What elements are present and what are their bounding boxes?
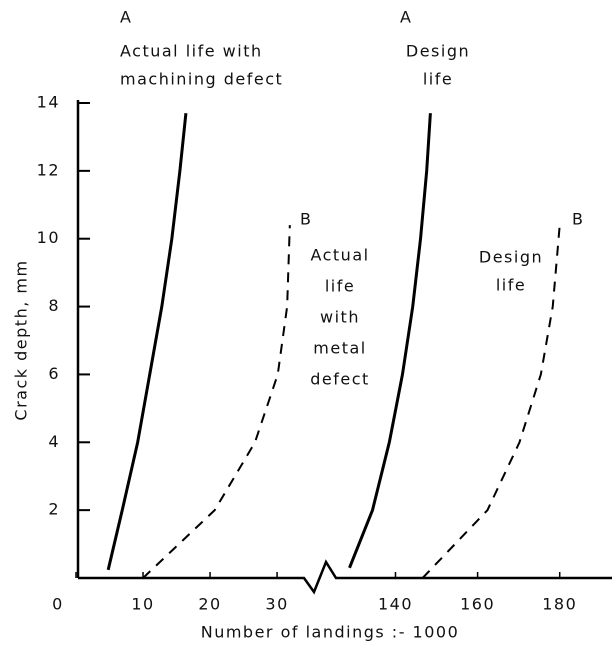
y-tick-label: 14 bbox=[37, 93, 60, 112]
annotation: metal bbox=[313, 339, 366, 358]
y-tick-label: 6 bbox=[48, 364, 60, 383]
annotation: Design bbox=[406, 42, 470, 61]
annotation: Actual life with bbox=[120, 42, 263, 61]
annotation: life bbox=[496, 276, 526, 295]
x-tick-label: 20 bbox=[198, 595, 221, 614]
annotation: with bbox=[320, 308, 360, 327]
annotation: life bbox=[423, 70, 453, 89]
crack-curve bbox=[421, 225, 561, 579]
x-tick-label: 10 bbox=[131, 595, 154, 614]
x-tick-label: 180 bbox=[542, 595, 577, 614]
crack-curve bbox=[348, 113, 432, 569]
crack-curve bbox=[106, 113, 188, 571]
x-axis-label: Number of landings :- 1000 bbox=[201, 623, 460, 642]
x-axis-broken bbox=[78, 559, 612, 595]
annotation: Actual bbox=[310, 246, 369, 265]
x-tick-label: 160 bbox=[460, 595, 495, 614]
series-label: A bbox=[400, 8, 412, 27]
y-axis-label: Crack depth, mm bbox=[12, 259, 31, 420]
crack-curve bbox=[142, 225, 291, 579]
x-tick-label: 140 bbox=[378, 595, 413, 614]
annotation: defect bbox=[310, 370, 370, 389]
annotation: life bbox=[325, 277, 355, 296]
x-tick-label: 0 bbox=[52, 595, 64, 614]
y-tick-label: 10 bbox=[37, 228, 60, 247]
annotation: Design bbox=[479, 248, 543, 267]
annotation: machining defect bbox=[120, 70, 283, 89]
y-tick-label: 8 bbox=[48, 296, 60, 315]
y-tick-label: 12 bbox=[37, 160, 60, 179]
y-tick-label: 4 bbox=[48, 432, 60, 451]
series-label: B bbox=[300, 210, 312, 229]
series-label: A bbox=[120, 8, 132, 27]
y-tick-label: 2 bbox=[48, 500, 60, 519]
series-label: B bbox=[572, 210, 584, 229]
x-tick-label: 30 bbox=[265, 595, 288, 614]
